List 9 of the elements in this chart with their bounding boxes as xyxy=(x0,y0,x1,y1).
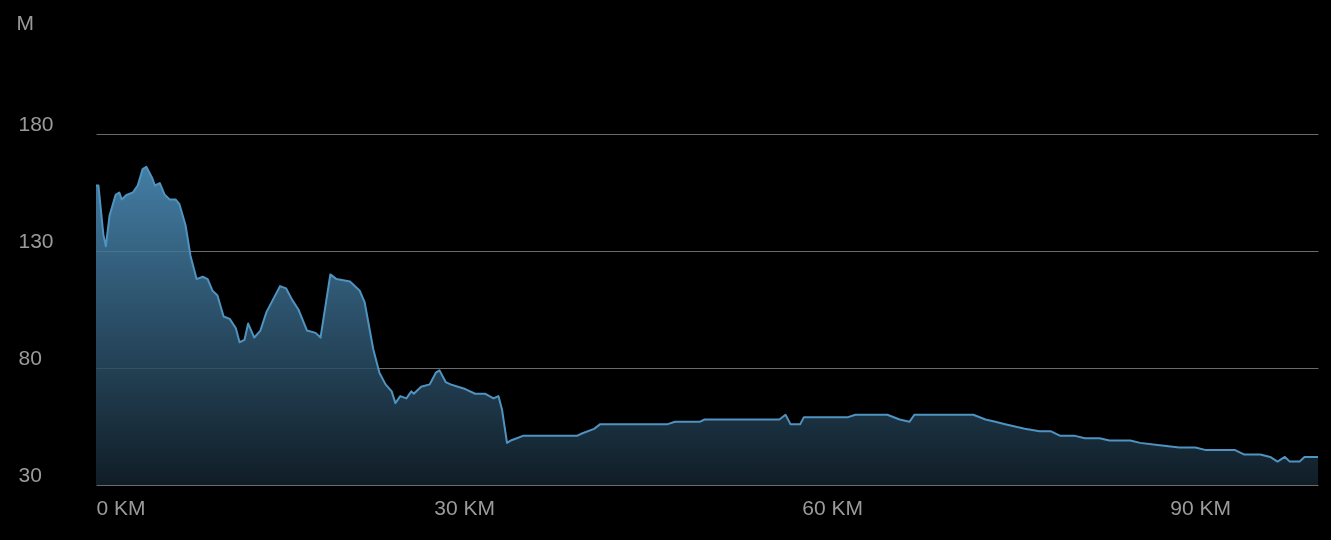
y-tick-label: 80 xyxy=(18,345,42,369)
y-tick-label: 30 xyxy=(18,462,42,486)
y-tick-label: 130 xyxy=(18,228,54,252)
y-axis-title: M xyxy=(16,10,34,34)
y-tick-label: 180 xyxy=(18,111,54,135)
x-tick-label: 0 KM xyxy=(96,495,146,519)
x-tick-label: 30 KM xyxy=(434,495,495,519)
x-tick-label: 90 KM xyxy=(1170,495,1232,519)
x-tick-label: 60 KM xyxy=(802,495,863,519)
